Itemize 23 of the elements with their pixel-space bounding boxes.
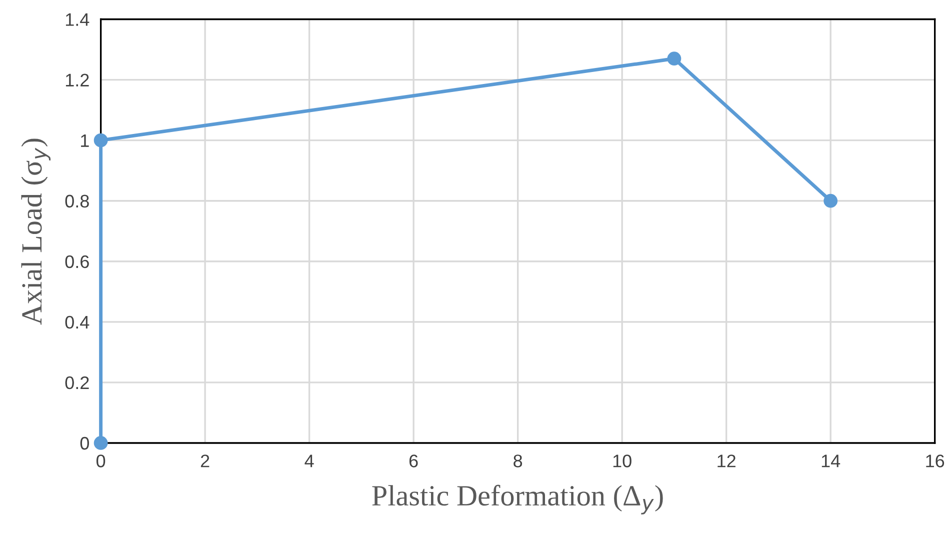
x-tick-label: 6 xyxy=(409,454,418,468)
y-tick-label: 1.4 xyxy=(66,13,90,26)
x-tick-label: 16 xyxy=(926,454,944,468)
point xyxy=(824,194,838,208)
x-tick-label: 0 xyxy=(96,454,106,468)
x-tick-label: 12 xyxy=(718,454,736,468)
y-tick-label: 1.2 xyxy=(66,74,89,86)
y-tick-label: 0 xyxy=(80,436,89,450)
x-tick-label: 10 xyxy=(613,454,632,468)
point xyxy=(94,436,108,450)
x-tick-label: 14 xyxy=(822,454,840,468)
x-tick-label: 2 xyxy=(200,454,210,468)
y-tick-label: 0.6 xyxy=(65,255,89,268)
x-tick-label: 8 xyxy=(514,454,522,468)
y-axis-title: Axial Load (σ$_{y}$) xyxy=(21,138,51,325)
y-tick-label: 1 xyxy=(81,134,89,147)
x-axis-title: Plastic Deformation (Δ$_{y}$) xyxy=(372,484,663,514)
y-tick-label: 0.4 xyxy=(65,316,90,329)
point xyxy=(94,133,108,148)
y-tick-label: 0.2 xyxy=(65,376,89,390)
x-tick-label: 4 xyxy=(304,454,314,468)
y-tick-label: 0.8 xyxy=(65,194,89,208)
point xyxy=(667,52,682,66)
